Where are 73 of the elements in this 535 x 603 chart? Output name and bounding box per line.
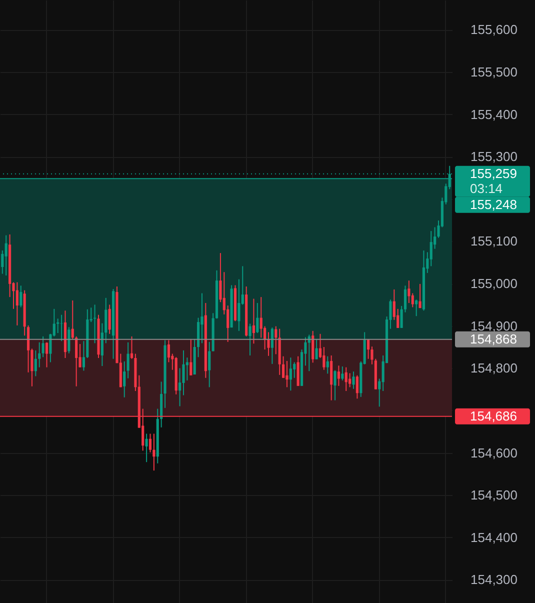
candlestick bbox=[126, 342, 130, 379]
candlestick bbox=[270, 327, 274, 364]
candlestick bbox=[186, 357, 188, 381]
candlestick bbox=[4, 234, 8, 276]
y-tick-label: 155,100 bbox=[470, 234, 518, 249]
candlestick bbox=[190, 338, 192, 376]
y-tick-label: 155,300 bbox=[470, 149, 518, 164]
y-tick-label: 154,600 bbox=[470, 445, 518, 460]
candlestick bbox=[312, 330, 314, 364]
candlestick bbox=[430, 230, 432, 267]
candlestick bbox=[16, 282, 18, 326]
ref-line-label: 155,248 bbox=[470, 196, 517, 212]
y-tick-label: 154,900 bbox=[470, 318, 518, 334]
candlestick bbox=[296, 356, 300, 386]
y-tick-label: 155,500 bbox=[470, 64, 518, 80]
candlestick bbox=[178, 368, 182, 407]
y-tick-label: 154,300 bbox=[470, 572, 518, 588]
candlestick bbox=[42, 336, 44, 358]
candlestick bbox=[334, 370, 336, 401]
ref-line-label: 155,259 bbox=[470, 166, 517, 181]
candlestick bbox=[293, 362, 296, 378]
candlestick bbox=[286, 360, 288, 388]
ref-line-label: 154,686 bbox=[470, 408, 517, 424]
candlestick bbox=[289, 357, 292, 392]
candlestick bbox=[370, 346, 374, 365]
candlestick bbox=[322, 346, 326, 370]
candlestick bbox=[38, 342, 41, 368]
candlestick bbox=[366, 338, 370, 360]
candlestick bbox=[337, 365, 340, 386]
candlestick bbox=[408, 280, 410, 304]
candlestick bbox=[26, 324, 30, 373]
candlestick bbox=[123, 360, 126, 398]
candlestick bbox=[75, 336, 78, 387]
y-tick-label: 154,800 bbox=[470, 360, 518, 376]
ref-line-label: 154,868 bbox=[470, 331, 517, 346]
candlestick bbox=[415, 299, 418, 317]
candlestick bbox=[20, 285, 22, 308]
text: 03:14 bbox=[470, 180, 503, 196]
candlestick bbox=[252, 298, 256, 344]
candlestick bbox=[341, 366, 344, 381]
y-tick-label: 154,500 bbox=[470, 488, 518, 503]
candlestick bbox=[411, 292, 414, 308]
candlestick bbox=[282, 356, 285, 378]
candlestick bbox=[82, 340, 86, 372]
candlestick bbox=[356, 374, 358, 400]
candlestick bbox=[152, 433, 156, 472]
candlestick bbox=[145, 433, 148, 463]
candlestick bbox=[108, 304, 111, 334]
candlestick bbox=[274, 326, 278, 355]
candlestick bbox=[352, 371, 355, 390]
candlestick bbox=[238, 278, 240, 332]
candlestick bbox=[418, 283, 422, 309]
candlestick bbox=[71, 300, 74, 340]
candlestick bbox=[344, 366, 348, 392]
candlestick bbox=[260, 296, 262, 338]
candlestick bbox=[330, 354, 333, 401]
candlestick bbox=[68, 326, 70, 354]
candlestick bbox=[348, 372, 352, 388]
y-tick-label: 154,400 bbox=[470, 530, 518, 545]
candlestick bbox=[248, 323, 252, 356]
candlestick bbox=[326, 356, 329, 374]
candlestick bbox=[100, 322, 104, 367]
candlestick bbox=[34, 350, 37, 377]
candlestick bbox=[315, 338, 318, 360]
y-tick-label: 155,400 bbox=[470, 106, 518, 122]
y-tick-label: 155,600 bbox=[470, 22, 518, 38]
candlestick bbox=[208, 341, 211, 388]
candlestick bbox=[256, 302, 259, 334]
candlestick bbox=[167, 340, 170, 363]
candlestick bbox=[104, 297, 108, 344]
y-tick-label: 155,000 bbox=[470, 276, 518, 292]
candlestick bbox=[148, 433, 152, 453]
candlestick bbox=[45, 342, 48, 368]
